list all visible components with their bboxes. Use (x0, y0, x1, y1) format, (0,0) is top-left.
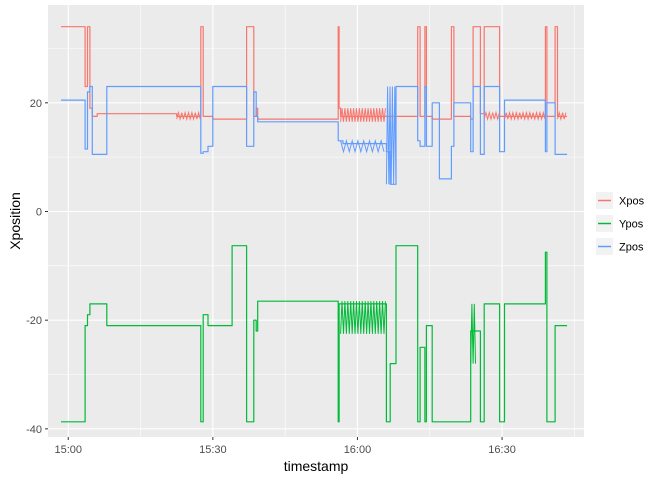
y-tick-label: 20 (30, 98, 42, 110)
xpos-oscillation-band (176, 110, 201, 122)
x-tick-label: 15:30 (199, 444, 227, 456)
ypos-oscillation-band (470, 303, 476, 364)
x-axis: 15:00 15:30 16:00 16:30 (54, 437, 516, 456)
y-tick-label: 0 (36, 206, 42, 218)
legend-label-xpos: Xpos (619, 196, 645, 208)
panel-background (48, 5, 584, 437)
series-layer (61, 26, 568, 423)
grid-major (48, 5, 584, 437)
ypos-oscillation-band (340, 301, 386, 334)
x-tick-label: 16:00 (344, 444, 372, 456)
x-axis-title: timestamp (284, 458, 349, 474)
legend-label-zpos: Zpos (619, 242, 644, 254)
legend-label-ypos: Ypos (619, 219, 644, 231)
x-tick-label: 15:00 (54, 444, 82, 456)
xpos-oscillation-band (557, 110, 567, 122)
xpos-oscillation-band (340, 108, 386, 122)
series-line-zpos (61, 85, 568, 185)
y-axis: -40 -20 0 20 (26, 98, 48, 436)
x-tick-label: 16:30 (488, 444, 516, 456)
y-tick-label: -20 (26, 315, 42, 327)
xpos-oscillation-band (483, 110, 500, 122)
y-tick-label: -40 (26, 424, 42, 436)
legend: Xpos Ypos Zpos (596, 192, 645, 255)
xpos-oscillation-band (504, 110, 546, 122)
zpos-oscillation-band (340, 138, 385, 154)
y-axis-title: Xposition (7, 192, 23, 250)
grid-minor (48, 5, 584, 437)
zpos-oscillation-band (385, 86, 397, 185)
series-line-xpos (61, 26, 568, 120)
